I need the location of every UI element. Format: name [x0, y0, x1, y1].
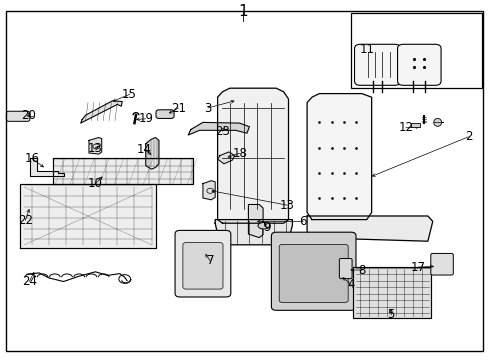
Text: 15: 15: [122, 88, 137, 101]
Polygon shape: [81, 101, 122, 123]
Text: 21: 21: [171, 102, 185, 114]
Text: 6: 6: [299, 215, 306, 228]
Text: 3: 3: [203, 102, 211, 114]
FancyBboxPatch shape: [6, 111, 30, 121]
FancyBboxPatch shape: [175, 230, 230, 297]
Polygon shape: [217, 152, 234, 164]
FancyBboxPatch shape: [354, 44, 400, 85]
Text: 2: 2: [464, 130, 471, 143]
Text: 7: 7: [206, 255, 214, 267]
Polygon shape: [188, 122, 249, 135]
FancyBboxPatch shape: [156, 110, 174, 118]
Text: 10: 10: [88, 177, 102, 190]
Text: 13: 13: [280, 199, 294, 212]
FancyBboxPatch shape: [183, 243, 223, 289]
Polygon shape: [215, 220, 292, 245]
Text: 22: 22: [18, 214, 33, 227]
Text: 5: 5: [386, 309, 394, 321]
Text: 9: 9: [262, 221, 270, 234]
Ellipse shape: [433, 118, 441, 126]
Polygon shape: [217, 88, 288, 223]
Polygon shape: [248, 204, 263, 238]
Text: 13: 13: [88, 142, 102, 155]
Text: 16: 16: [24, 152, 39, 165]
Ellipse shape: [258, 222, 270, 229]
Text: 14: 14: [137, 143, 151, 156]
Polygon shape: [306, 94, 371, 220]
Polygon shape: [306, 216, 432, 241]
Text: 19: 19: [138, 112, 153, 125]
FancyBboxPatch shape: [271, 232, 355, 310]
Polygon shape: [203, 181, 215, 200]
Bar: [352, 267, 430, 318]
FancyBboxPatch shape: [397, 44, 440, 85]
Polygon shape: [53, 158, 193, 184]
Text: 1: 1: [238, 4, 247, 19]
Text: 11: 11: [359, 43, 373, 56]
FancyBboxPatch shape: [279, 244, 347, 302]
Text: 17: 17: [410, 261, 425, 274]
Text: 4: 4: [346, 278, 354, 291]
Text: 20: 20: [21, 109, 36, 122]
Polygon shape: [20, 184, 156, 248]
Polygon shape: [30, 158, 63, 176]
Bar: [350, 13, 481, 88]
Polygon shape: [145, 138, 159, 169]
Text: 24: 24: [22, 275, 37, 288]
Text: 23: 23: [215, 125, 229, 138]
FancyBboxPatch shape: [430, 253, 452, 275]
Text: 18: 18: [232, 147, 246, 160]
Text: 8: 8: [357, 264, 365, 276]
Text: 12: 12: [398, 121, 412, 134]
FancyBboxPatch shape: [339, 258, 351, 279]
Polygon shape: [89, 138, 102, 154]
Bar: [410, 123, 419, 127]
